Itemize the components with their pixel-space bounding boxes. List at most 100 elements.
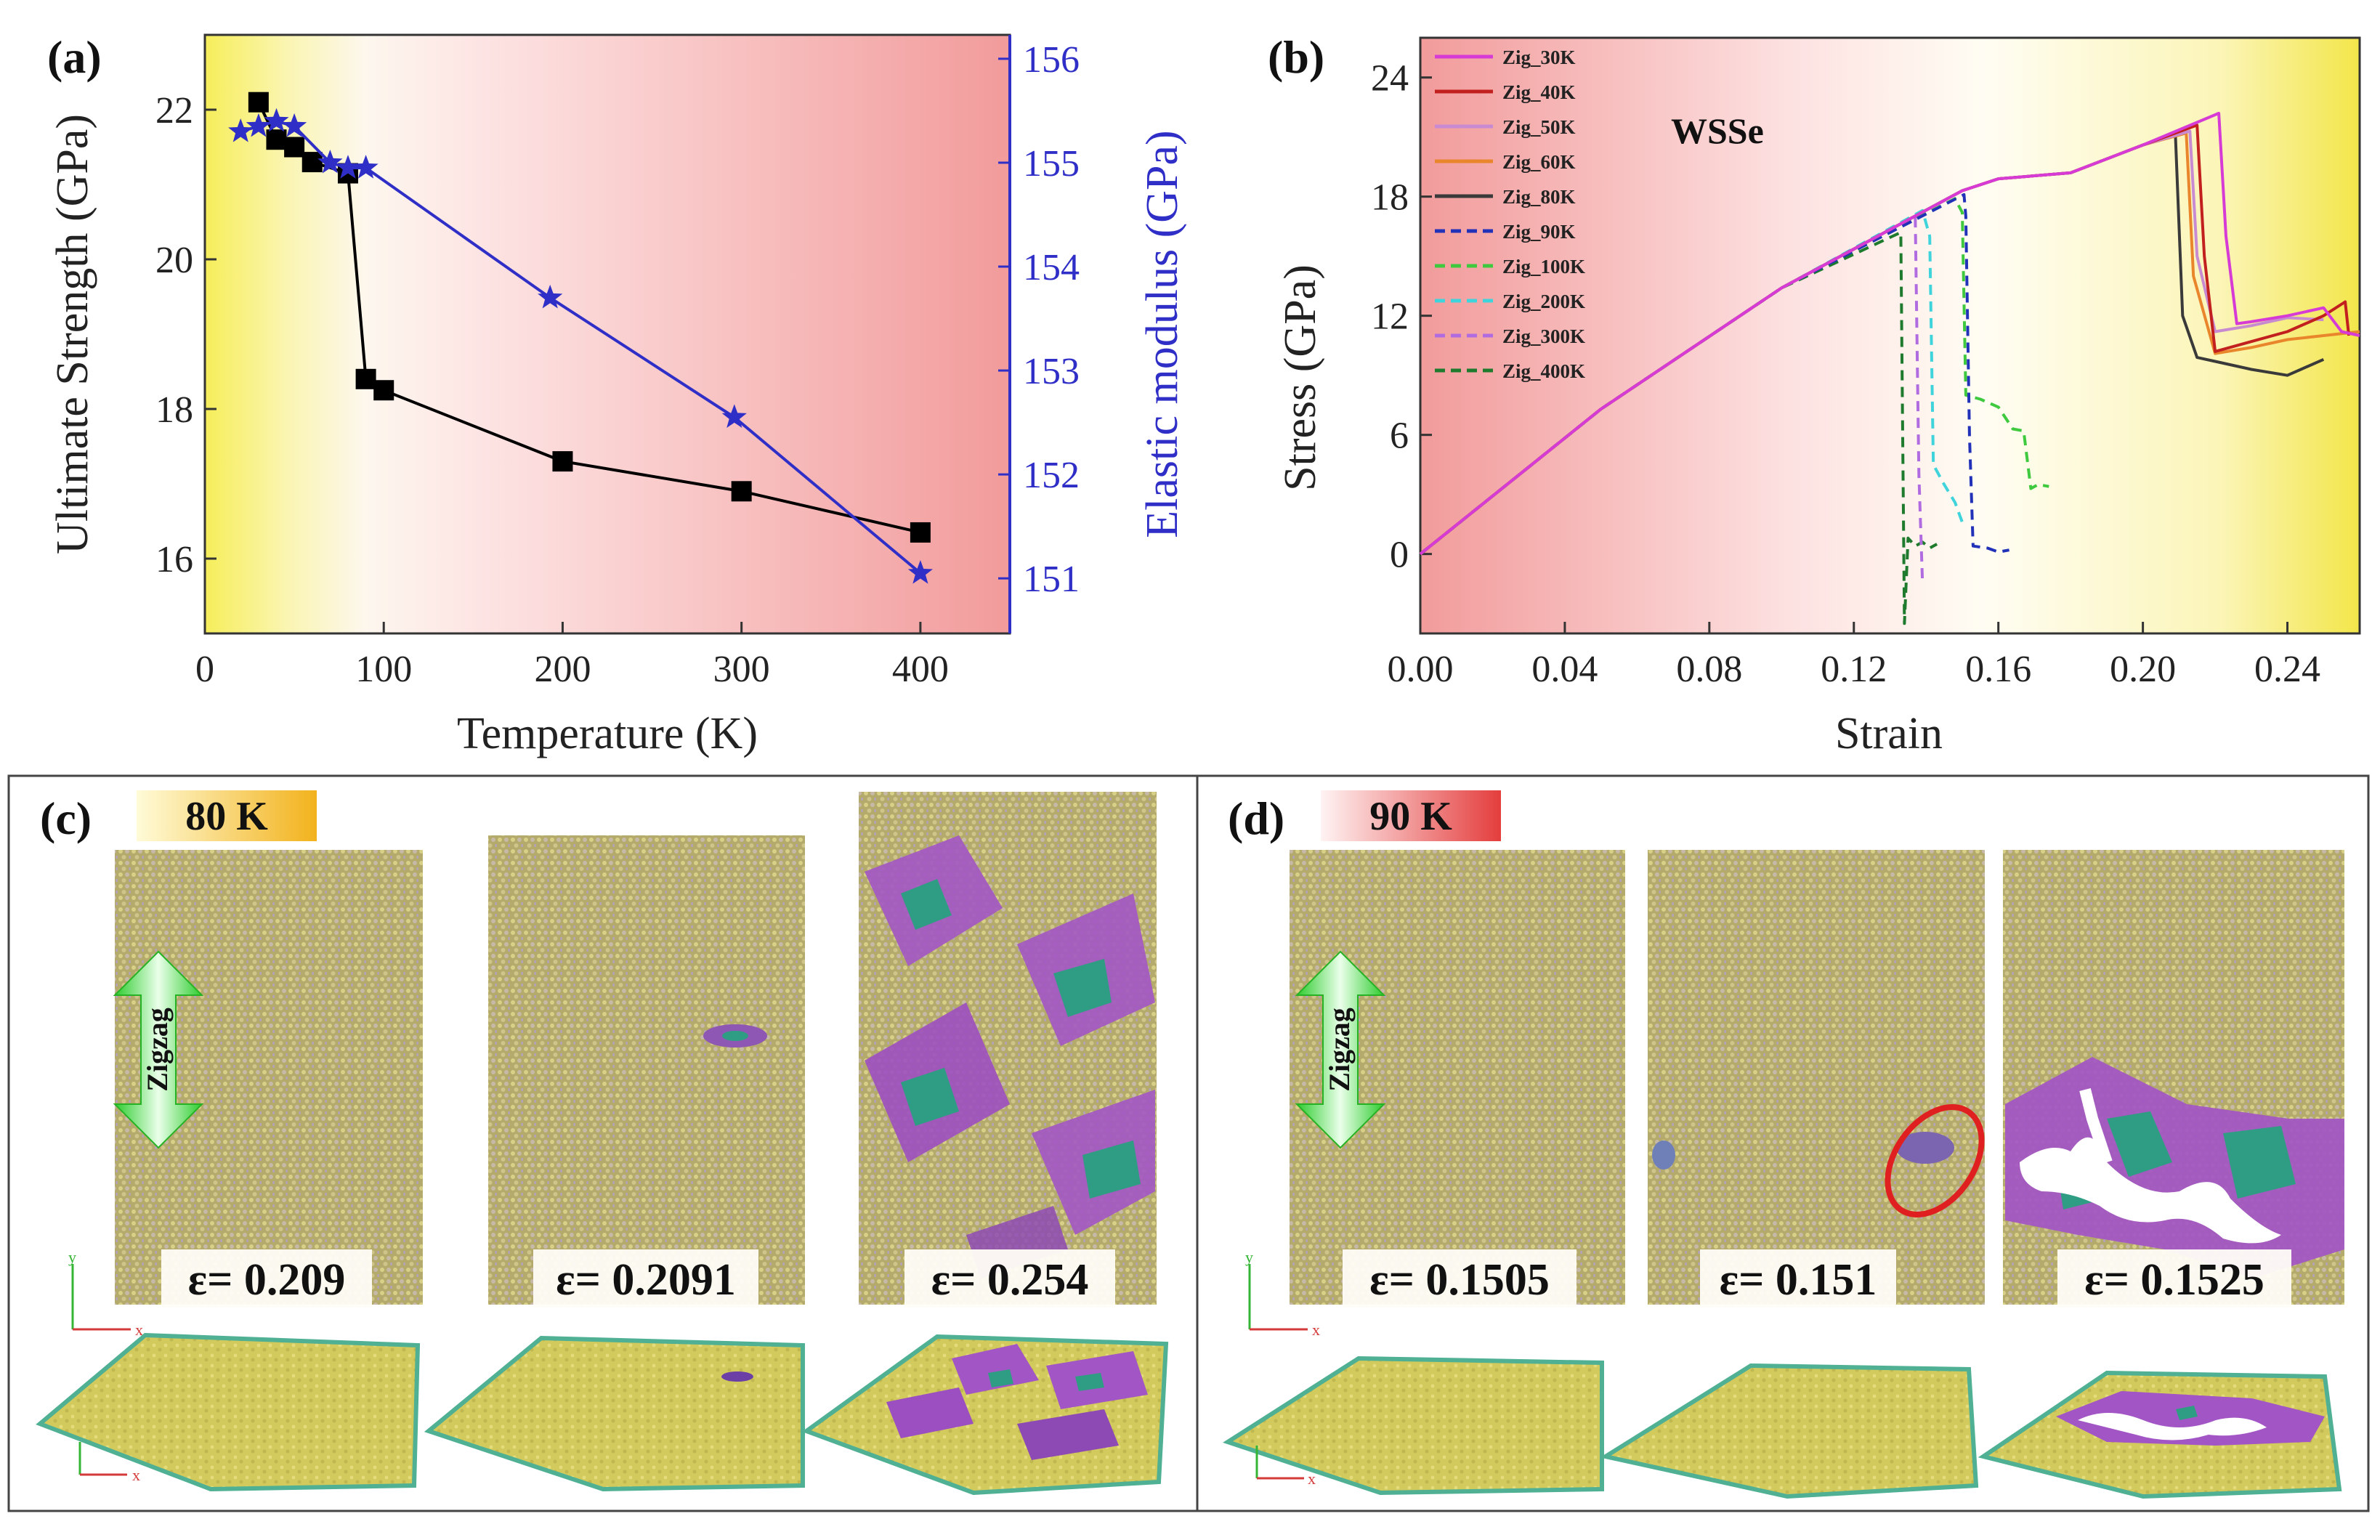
panel-a-series <box>228 92 933 584</box>
panel-c: (c) 80 K Zigzag y x ε <box>36 790 1169 1496</box>
panel-b-x-tick-label: 0.16 <box>1965 649 2031 690</box>
panel-a-y-ticks: 16 18 20 22 <box>155 90 216 580</box>
panel-b-x-tick-label: 0.12 <box>1821 649 1887 690</box>
panel-b-x-tick-label: 0.00 <box>1388 649 1454 690</box>
panel-b-y-tick-label: 18 <box>1371 177 1409 219</box>
panel-a-y-tick-label: 18 <box>155 389 193 431</box>
panel-d-crack-seed <box>1896 1132 1954 1164</box>
panel-d-strain-3-bg <box>2057 1249 2291 1308</box>
panel-b-legend-label: Zig_80K <box>1502 186 1576 208</box>
panel-a-modulus-point <box>721 404 747 428</box>
panel-a-y2-tick-label: 153 <box>1023 351 1080 392</box>
panel-b-series-line <box>1419 197 2049 556</box>
panel-a-strength-point <box>910 522 931 543</box>
panel-a-modulus-point <box>317 150 343 174</box>
panel-d-crack-highlight <box>1885 1104 1985 1217</box>
panel-a-x-tick-label: 200 <box>534 649 591 690</box>
panel-c-strain-2: ε= 0.2091 <box>556 1255 736 1305</box>
panel-a-x-tick-label: 300 <box>713 649 770 690</box>
panel-d-edge-defect <box>1652 1140 1675 1170</box>
panel-b-legend-label: Zig_30K <box>1502 46 1576 68</box>
panel-d-strain-1-bg <box>1343 1249 1576 1308</box>
panel-a-x-label: Temperature (K) <box>457 709 758 758</box>
panel-b-legend-label: Zig_400K <box>1502 360 1585 382</box>
panel-c-defect-seed-core <box>722 1031 748 1041</box>
panel-b-legend-label: Zig_50K <box>1502 116 1576 138</box>
panel-a-modulus-point <box>228 118 254 142</box>
panel-d-temp-badge <box>1321 790 1501 841</box>
panel-c-3d-fracture <box>886 1344 1148 1460</box>
panel-a-y2-tick-label: 154 <box>1023 247 1080 288</box>
panel-b-plot-area <box>1419 36 2361 635</box>
panel-b-legend-label: Zig_40K <box>1502 81 1576 103</box>
svg-text:y: y <box>68 1248 76 1266</box>
panel-a-y2-tick-label: 152 <box>1023 455 1080 496</box>
panel-c-strain-3-bg <box>904 1249 1115 1308</box>
panel-c-zigzag-label: Zigzag <box>141 1008 174 1092</box>
panel-c-3d-view-1 <box>36 1332 421 1492</box>
panel-a-x-tick-label: 100 <box>355 649 412 690</box>
panel-b-legend-label: Zig_200K <box>1502 291 1585 312</box>
panel-a-x-tick-label: 0 <box>195 649 214 690</box>
panel-a-strength-point <box>373 380 394 401</box>
panel-a-x-tick-label: 400 <box>892 649 949 690</box>
panel-c-temp-badge <box>137 790 317 841</box>
panel-d-strain-1: ε= 0.1505 <box>1369 1255 1550 1305</box>
panel-c-strain-2-bg <box>533 1249 758 1308</box>
panel-a-y2-label: Elastic modulus (GPa) <box>1138 130 1187 538</box>
panel-b-x-tick-label: 0.20 <box>2110 649 2176 690</box>
panel-c-3d-defect <box>721 1371 753 1382</box>
panel-d-axes-triad-3d: x <box>1255 1446 1316 1488</box>
panel-d-temp-label: 90 K <box>1369 794 1452 839</box>
panel-d-3d-view-2 <box>1600 1363 1979 1499</box>
panel-b-x-tick-label: 0.24 <box>2254 649 2320 690</box>
panel-a-strength-point <box>355 368 376 389</box>
panel-d-strain-2: ε= 0.151 <box>1720 1255 1877 1305</box>
panel-b-title: WSSe <box>1671 110 1764 151</box>
panel-c-strain-1: ε= 0.209 <box>188 1255 346 1305</box>
panel-a-modulus-point <box>907 560 933 584</box>
panel-a-strength-point <box>266 129 287 150</box>
panel-c-axes-triad-3d: x <box>78 1442 140 1484</box>
panel-a-y2-ticks: 151 152 153 154 155 156 <box>998 35 1080 633</box>
panel-a-modulus-point <box>282 113 307 137</box>
panel-a-strength-point <box>552 451 573 472</box>
panel-b: (b) 0.00 0.04 0.08 0.12 0.16 0.20 0.24 0 6 12 18 2… <box>1268 31 2361 758</box>
panel-c-strain-1-bg <box>161 1249 372 1308</box>
panel-b-y-tick-label: 6 <box>1390 416 1409 457</box>
panel-b-legend-label: Zig_100K <box>1502 256 1585 277</box>
panel-d-zigzag-label: Zigzag <box>1323 1008 1356 1092</box>
panel-b-x-ticks: 0.00 0.04 0.08 0.12 0.16 0.20 0.24 <box>1388 622 2320 690</box>
panel-c-fracture-bands <box>865 835 1155 1278</box>
panel-c-zigzag-arrow: Zigzag <box>113 950 204 1149</box>
panel-d-strain-2-bg <box>1700 1249 1896 1308</box>
panel-d-3d-fracture <box>2056 1391 2325 1446</box>
panel-a-modulus-point <box>353 155 379 179</box>
panel-b-y-ticks: 0 6 12 18 24 <box>1371 58 1432 576</box>
panel-a-y2-tick-label: 156 <box>1023 39 1080 81</box>
panel-a-strength-point <box>284 137 305 158</box>
panel-d: (d) 90 K Zigzag y x ε= 0.1505 <box>1223 790 2344 1499</box>
panel-c-label: (c) <box>40 793 92 844</box>
panel-b-y-tick-label: 24 <box>1371 58 1409 100</box>
panel-b-label: (b) <box>1268 31 1324 83</box>
panel-d-strain-3: ε= 0.1525 <box>2084 1255 2264 1305</box>
panel-b-x-tick-label: 0.04 <box>1531 649 1598 690</box>
svg-text:x: x <box>1312 1321 1320 1339</box>
panel-a-modulus-point <box>335 155 361 179</box>
panel-c-3d-view-2 <box>424 1335 805 1492</box>
panel-b-x-tick-label: 0.08 <box>1676 649 1742 690</box>
panel-a-strength-point <box>248 92 269 113</box>
panel-b-legend-label: Zig_300K <box>1502 325 1585 347</box>
panel-d-3d-view-1 <box>1223 1355 1604 1496</box>
svg-text:x: x <box>135 1321 143 1339</box>
svg-text:y: y <box>1245 1248 1253 1266</box>
panel-a-label: (a) <box>47 31 102 83</box>
panel-a-y-tick-label: 16 <box>155 539 193 580</box>
svg-text:x: x <box>1308 1470 1316 1488</box>
panel-b-y-tick-label: 0 <box>1390 535 1409 576</box>
panel-d-snapshot-2 <box>1648 850 1985 1305</box>
panel-a-modulus-point <box>246 113 271 137</box>
panel-a-modulus-point <box>264 108 289 132</box>
